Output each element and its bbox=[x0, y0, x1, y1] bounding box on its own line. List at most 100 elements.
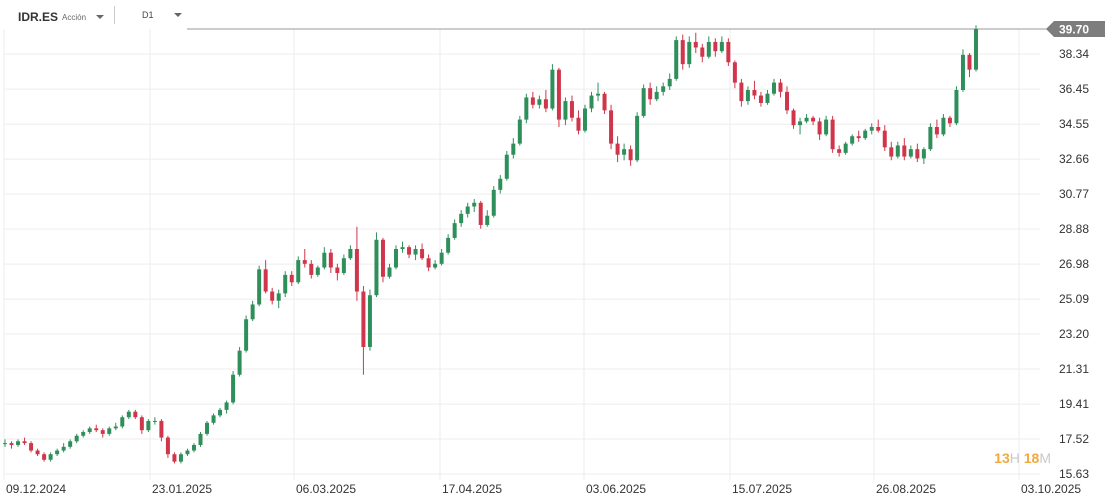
candle-body bbox=[185, 450, 190, 455]
candle-body bbox=[543, 99, 548, 109]
candle-body bbox=[270, 291, 275, 301]
x-tick-label: 03.06.2025 bbox=[586, 482, 646, 496]
candle-body bbox=[537, 99, 542, 105]
candle-body bbox=[341, 258, 346, 274]
y-tick-label: 36.45 bbox=[1059, 82, 1089, 96]
candle-body bbox=[843, 143, 848, 153]
candle-body bbox=[328, 252, 333, 268]
candle-body bbox=[811, 117, 816, 122]
chart-toolbar: IDR.ES Acción D1 bbox=[0, 0, 1040, 28]
candle-body bbox=[947, 117, 952, 124]
timeframe-label: D1 bbox=[142, 10, 154, 20]
horizontal-grid bbox=[4, 53, 1040, 475]
y-tick-label: 26.98 bbox=[1059, 257, 1089, 271]
y-tick-label: 34.55 bbox=[1059, 117, 1089, 131]
candle-body bbox=[745, 90, 750, 102]
candle-body bbox=[35, 450, 40, 455]
candle-body bbox=[439, 252, 444, 264]
y-tick-label: 15.63 bbox=[1059, 467, 1089, 481]
toolbar-divider bbox=[114, 6, 115, 24]
candle-body bbox=[446, 237, 451, 253]
candle-body bbox=[863, 130, 868, 139]
candle-body bbox=[426, 258, 431, 268]
timeframe-selector[interactable]: D1 bbox=[114, 6, 182, 24]
candle-body bbox=[29, 443, 34, 451]
candle-body bbox=[48, 454, 53, 460]
candle-body bbox=[120, 417, 125, 427]
candle-body bbox=[517, 119, 522, 144]
candle-body bbox=[589, 95, 594, 109]
candle-body bbox=[433, 263, 438, 268]
y-tick-label: 32.66 bbox=[1059, 152, 1089, 166]
candle-body bbox=[654, 91, 659, 100]
candle-body bbox=[380, 239, 385, 277]
candle-body bbox=[309, 263, 314, 275]
candle-body bbox=[94, 428, 99, 431]
candle-body bbox=[165, 437, 170, 455]
candle-body bbox=[569, 101, 574, 118]
candle-body bbox=[804, 117, 809, 122]
x-tick-label: 09.12.2024 bbox=[6, 482, 66, 496]
candle-body bbox=[74, 435, 79, 442]
candle-body bbox=[915, 149, 920, 159]
countdown-hours: 13 bbox=[994, 450, 1010, 466]
candle-body bbox=[478, 202, 483, 225]
candle-body bbox=[693, 41, 698, 48]
y-tick-label: 38.34 bbox=[1059, 47, 1089, 61]
countdown-hours-unit: H bbox=[1009, 450, 1020, 466]
candle-body bbox=[960, 54, 965, 91]
x-axis: 09.12.2024 23.01.2025 06.03.2025 17.04.2025… bbox=[6, 482, 1081, 496]
candle-body bbox=[81, 432, 86, 436]
candle-body bbox=[837, 149, 842, 153]
candle-body bbox=[706, 41, 711, 57]
candle-body bbox=[732, 62, 737, 83]
candle-body bbox=[817, 121, 822, 135]
candle-body bbox=[850, 136, 855, 144]
candle-body bbox=[452, 223, 457, 238]
candle-body bbox=[139, 417, 144, 431]
candle-body bbox=[530, 97, 535, 105]
symbol-label: IDR.ES bbox=[18, 10, 59, 24]
candle-body bbox=[941, 117, 946, 135]
candle-body bbox=[354, 249, 359, 292]
candle-body bbox=[126, 411, 131, 418]
candle-body bbox=[921, 149, 926, 159]
symbol-selector[interactable]: IDR.ES Acción bbox=[18, 10, 105, 24]
candle-body bbox=[159, 420, 164, 438]
candle-body bbox=[485, 215, 490, 225]
candle-body bbox=[641, 88, 646, 116]
candle-body bbox=[55, 450, 60, 455]
x-tick-label: 26.08.2025 bbox=[876, 482, 936, 496]
candle-body bbox=[42, 454, 47, 460]
x-tick-label: 06.03.2025 bbox=[296, 482, 356, 496]
candle-body bbox=[22, 441, 27, 444]
candle-body bbox=[361, 291, 366, 347]
chevron-down-icon bbox=[173, 13, 182, 17]
y-tick-label: 21.31 bbox=[1059, 362, 1089, 376]
y-tick-label: 30.77 bbox=[1059, 187, 1089, 201]
chevron-down-icon bbox=[96, 15, 105, 19]
candle-body bbox=[504, 154, 509, 179]
y-tick-label: 28.88 bbox=[1059, 222, 1089, 236]
candle-body bbox=[211, 415, 216, 423]
candle-body bbox=[244, 319, 249, 351]
candle-body bbox=[876, 126, 881, 131]
candle-body bbox=[133, 411, 138, 418]
candle-body bbox=[582, 108, 587, 131]
candle-body bbox=[231, 374, 236, 403]
candle-body bbox=[700, 47, 705, 57]
candle-body bbox=[752, 90, 757, 96]
candle-body bbox=[218, 409, 223, 416]
candle-body bbox=[459, 213, 464, 224]
candle-body bbox=[615, 143, 620, 155]
candle-body bbox=[276, 293, 281, 301]
x-tick-label: 23.01.2025 bbox=[152, 482, 212, 496]
candle-body bbox=[524, 97, 529, 120]
candle-body bbox=[667, 78, 672, 87]
candlestick-series bbox=[3, 25, 978, 464]
candle-body bbox=[367, 295, 372, 347]
vertical-grid bbox=[3, 29, 1020, 480]
candle-body bbox=[296, 260, 301, 283]
candle-body bbox=[635, 115, 640, 161]
